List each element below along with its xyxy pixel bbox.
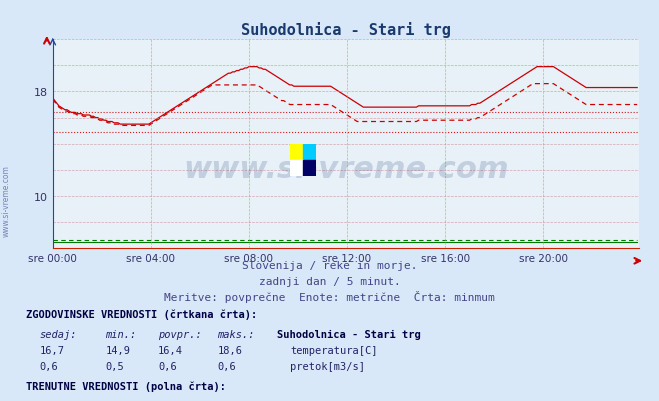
Text: Meritve: povprečne  Enote: metrične  Črta: minmum: Meritve: povprečne Enote: metrične Črta:…: [164, 291, 495, 303]
Bar: [303, 144, 316, 160]
Title: Suhodolnica - Stari trg: Suhodolnica - Stari trg: [241, 22, 451, 38]
Text: 14,9: 14,9: [105, 345, 130, 355]
Text: sedaj:: sedaj:: [40, 329, 77, 339]
Text: 0,6: 0,6: [40, 361, 58, 371]
Text: povpr.:: povpr.:: [158, 329, 202, 339]
Bar: [290, 144, 303, 160]
Bar: [303, 160, 316, 176]
Text: Slovenija / reke in morje.: Slovenija / reke in morje.: [242, 261, 417, 271]
Text: min.:: min.:: [105, 329, 136, 339]
Text: 18,6: 18,6: [217, 345, 243, 355]
Text: zadnji dan / 5 minut.: zadnji dan / 5 minut.: [258, 277, 401, 287]
Text: TRENUTNE VREDNOSTI (polna črta):: TRENUTNE VREDNOSTI (polna črta):: [26, 381, 226, 391]
Text: maks.:: maks.:: [217, 329, 255, 339]
Text: www.si-vreme.com: www.si-vreme.com: [183, 155, 509, 184]
Text: Suhodolnica - Stari trg: Suhodolnica - Stari trg: [277, 329, 420, 339]
Text: 0,6: 0,6: [158, 361, 177, 371]
Text: www.si-vreme.com: www.si-vreme.com: [2, 165, 11, 236]
Text: 16,7: 16,7: [40, 345, 65, 355]
Text: 16,4: 16,4: [158, 345, 183, 355]
Text: ZGODOVINSKE VREDNOSTI (črtkana črta):: ZGODOVINSKE VREDNOSTI (črtkana črta):: [26, 308, 258, 319]
Text: 0,6: 0,6: [217, 361, 236, 371]
Text: pretok[m3/s]: pretok[m3/s]: [290, 361, 365, 371]
Text: 0,5: 0,5: [105, 361, 124, 371]
Text: temperatura[C]: temperatura[C]: [290, 345, 378, 355]
Bar: [290, 160, 303, 176]
